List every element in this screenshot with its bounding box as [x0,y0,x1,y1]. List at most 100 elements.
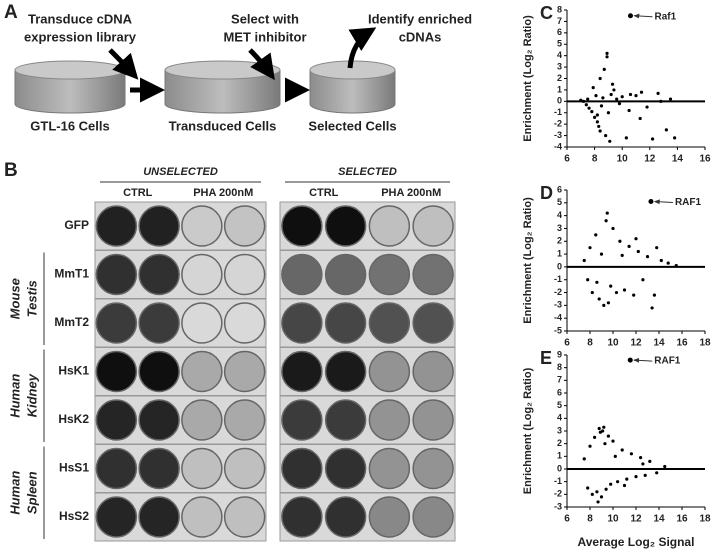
step-text: expression library [24,29,137,44]
cell-label: Transduced Cells [169,118,277,133]
point [614,290,619,295]
point [643,473,647,477]
well [412,253,454,296]
point [609,284,613,288]
x-tick-label: 6 [564,154,570,165]
well [368,399,411,441]
point [666,261,670,265]
point [597,297,601,301]
well [368,447,411,490]
point [588,246,592,250]
y-tick-label: 1 [557,248,562,258]
point [622,288,627,292]
point [596,500,600,504]
row-label: HsK2 [58,412,89,426]
x-tick-label: 10 [607,338,619,349]
point [599,495,604,499]
well [138,496,180,538]
point [582,457,586,461]
x-tick-label: 16 [699,154,711,165]
point [634,237,638,241]
group-label: Spleen [24,471,39,514]
annotation-arrow [633,357,653,363]
step-text: Identify enriched [368,11,472,26]
well [324,253,367,296]
y-tick-label: -1 [554,274,562,284]
well [324,496,367,538]
y-tick-label: -3 [554,130,562,140]
point [628,92,633,97]
treatment-label: PHA 200nM [381,187,441,199]
y-tick-label: -3 [554,501,562,511]
point [608,139,612,143]
cylinder [164,69,281,114]
x-tick-label: 6 [564,514,570,525]
y-tick-label: 4 [557,50,562,60]
y-tick-label: 5 [557,197,562,207]
well [223,253,266,296]
y-tick-label: 0 [557,96,562,106]
point [634,475,638,479]
y-tick-label: 4 [557,413,562,423]
point [656,91,660,95]
x-tick-label: 6 [564,338,570,349]
well [138,350,180,393]
x-tick-label: 12 [630,338,642,349]
curved-arrow [248,48,275,81]
well [95,399,138,441]
x-tick-label: 10 [617,154,629,165]
y-tick-label: -4 [554,141,562,151]
point [590,110,594,114]
point [620,253,624,257]
well [138,253,180,296]
point [617,102,622,106]
point [624,136,628,140]
y-tick-label: 0 [557,261,562,271]
row-label: MmT2 [54,315,89,329]
point [609,92,613,97]
y-tick-label: 3 [557,61,562,71]
point [641,278,645,282]
x-tick-label: 18 [699,514,711,525]
point [611,439,615,443]
point [610,82,615,86]
y-tick-label: 3 [557,425,562,435]
well [368,350,411,393]
group-label: Human [7,374,22,418]
well [324,447,367,490]
point [595,113,599,117]
point [641,462,645,466]
point [645,105,649,109]
point [597,426,601,431]
y-tick-label: -1 [554,476,562,486]
point [603,442,607,446]
cylinder [14,69,126,114]
point [638,116,642,121]
well [368,253,411,296]
well [95,253,138,296]
row-label: GFP [64,218,89,232]
well [223,302,266,344]
y-tick-label: -1 [554,107,562,117]
well [181,350,223,393]
point [586,278,590,282]
point [584,103,588,107]
step-text: MET inhibitor [223,29,306,44]
y-tick-label: 2 [557,73,562,83]
x-tick-label: 12 [644,154,656,165]
point [659,258,663,263]
well [223,496,266,538]
well [181,205,223,247]
point [606,111,611,115]
well [368,205,411,247]
point [590,492,594,496]
point [620,95,624,99]
point [605,211,609,215]
y-tick-label: -2 [554,489,562,499]
annotated-point [627,357,633,363]
treatment-label: CTRL [123,187,153,199]
point [634,94,638,98]
point [629,452,634,456]
y-axis-label: Enrichment (Log₂ Ratio) [522,15,534,142]
point [645,255,650,259]
